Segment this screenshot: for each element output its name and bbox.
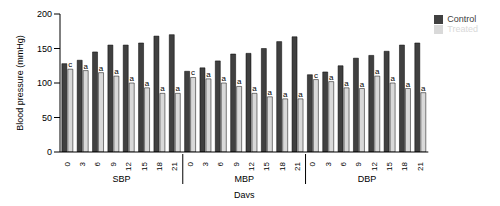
html-text:Treated: Treated <box>447 24 478 35</box>
svg-text:a: a <box>406 80 411 89</box>
svg-text:6: 6 <box>339 161 348 166</box>
svg-text:a: a <box>360 80 365 89</box>
svg-text:SBP: SBP <box>112 174 130 184</box>
svg-text:DBP: DBP <box>358 174 377 184</box>
svg-text:6: 6 <box>93 161 102 166</box>
svg-text:150: 150 <box>37 44 52 54</box>
svg-text:21: 21 <box>293 161 302 170</box>
svg-text:c: c <box>191 68 195 77</box>
svg-text:a: a <box>145 79 150 88</box>
svg-text:a: a <box>390 74 395 83</box>
svg-text:100: 100 <box>37 78 52 88</box>
svg-text:6: 6 <box>216 161 225 166</box>
svg-text:MBP: MBP <box>234 174 254 184</box>
svg-text:c: c <box>68 60 72 69</box>
svg-text:18: 18 <box>400 161 409 170</box>
svg-text:a: a <box>252 84 257 93</box>
svg-text:a: a <box>344 79 349 88</box>
svg-text:200: 200 <box>37 9 52 19</box>
svg-text:12: 12 <box>124 161 133 170</box>
svg-text:a: a <box>237 77 242 86</box>
svg-text:0: 0 <box>63 161 72 166</box>
svg-text:15: 15 <box>140 161 149 170</box>
svg-text:12: 12 <box>247 161 256 170</box>
svg-text:a: a <box>268 88 273 97</box>
svg-text:a: a <box>283 90 288 99</box>
svg-text:Days: Days <box>234 190 255 198</box>
svg-text:18: 18 <box>155 161 164 170</box>
svg-text:3: 3 <box>201 161 210 166</box>
svg-text:a: a <box>99 64 104 73</box>
svg-text:21: 21 <box>170 161 179 170</box>
svg-text:a: a <box>329 73 334 82</box>
svg-text:9: 9 <box>232 161 241 166</box>
svg-text:0: 0 <box>308 161 317 166</box>
svg-text:21: 21 <box>416 161 425 170</box>
svg-text:c: c <box>314 71 318 80</box>
svg-text:9: 9 <box>354 161 363 166</box>
html-text:Control: Control <box>447 14 477 24</box>
svg-text:a: a <box>421 84 426 93</box>
svg-text:a: a <box>298 90 303 99</box>
svg-text:3: 3 <box>324 161 333 166</box>
svg-text:a: a <box>160 84 165 93</box>
svg-text:a: a <box>114 67 119 76</box>
svg-text:15: 15 <box>385 161 394 170</box>
svg-text:18: 18 <box>278 161 287 170</box>
svg-text:0: 0 <box>47 147 52 157</box>
svg-text:a: a <box>222 74 227 83</box>
svg-text:a: a <box>206 70 211 79</box>
svg-text:50: 50 <box>42 113 52 123</box>
svg-text:a: a <box>130 74 135 83</box>
svg-text:Blood pressure (mmHg): Blood pressure (mmHg) <box>15 35 25 131</box>
svg-text:a: a <box>176 84 181 93</box>
svg-text:a: a <box>83 62 88 71</box>
svg-text:9: 9 <box>109 161 118 166</box>
svg-text:a: a <box>375 67 380 76</box>
svg-text:3: 3 <box>78 161 87 166</box>
svg-text:0: 0 <box>186 161 195 166</box>
svg-text:12: 12 <box>370 161 379 170</box>
svg-text:15: 15 <box>262 161 271 170</box>
